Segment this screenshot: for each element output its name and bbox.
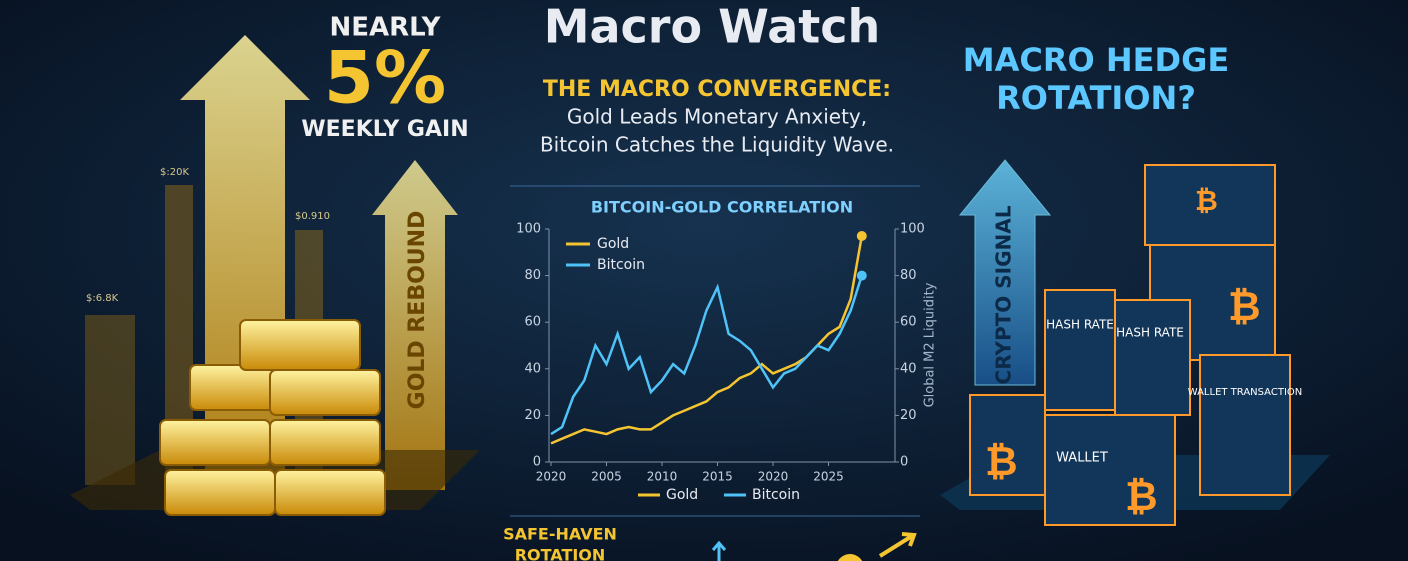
legend-label: Gold [597,236,629,252]
y2-tick-label: 0 [900,455,908,470]
footer-icons [711,532,917,561]
legend-label: Bitcoin [597,257,645,273]
price-note: $:6.8K [86,293,119,304]
right-title: ROTATION? [996,79,1196,117]
y2-tick-label: 20 [900,408,917,423]
x-tick-label: 2005 [591,470,622,484]
title: Macro Watch [544,0,881,54]
y-tick-label: 100 [516,222,541,237]
y-tick-label: 60 [524,315,541,330]
weekly-gain: WEEKLY GAIN [301,117,468,142]
y2-tick-label: 60 [900,315,917,330]
end-point [856,270,867,281]
line-series [550,275,863,436]
x-tick-label: 2010 [647,470,678,484]
y-tick-label: 20 [524,408,541,423]
kicker: THE MACRO CONVERGENCE: [543,77,891,102]
svg-text:₿: ₿ [1228,284,1261,330]
legend-label: Bitcoin [752,487,800,503]
x-tick-label: 2020 [536,470,567,484]
subtitle: Gold Leads Monetary Anxiety, [567,105,867,129]
y-tick-label: 40 [524,361,541,376]
gold-decor [70,35,480,516]
end-point [856,230,867,241]
crypto-signal: CRYPTO SIGNAL [992,205,1016,384]
svg-text:₿: ₿ [1125,474,1158,520]
right-title: MACRO HEDGE [963,41,1229,79]
y2-axis-label: Global M2 Liquidity [923,282,938,407]
big-number: 5% [324,36,446,120]
hash-rate: HASH RATE [1116,326,1184,340]
price-note: $:20K [160,167,189,178]
rotation: ROTATION [515,546,606,561]
y-tick-label: 0 [533,455,541,470]
chart: BITCOIN-GOLD CORRELATION Global M2 Liqui… [516,198,937,504]
crypto-decor: ₿ ₿ ₿ ₿ [940,159,1330,526]
price-note: $0.910 [295,211,330,222]
y2-tick-label: 80 [900,268,917,283]
gold-rebound: GOLD REBOUND [405,211,430,410]
chart-title: BITCOIN-GOLD CORRELATION [591,198,853,217]
svg-text:₿: ₿ [1195,184,1218,217]
x-tick-label: 2025 [813,470,844,484]
nearly: NEARLY [329,13,441,43]
hash-rate: HASH RATE [1046,318,1114,332]
x-tick-label: 2020 [758,470,789,484]
wallet: WALLET [1056,451,1108,466]
subtitle: Bitcoin Catches the Liquidity Wave. [540,133,894,157]
y-tick-label: 80 [524,268,541,283]
y2-tick-label: 40 [900,361,917,376]
y2-tick-label: 100 [900,222,925,237]
wallet-transaction: WALLET TRANSACTION [1188,387,1303,398]
legend-label: Gold [666,487,698,503]
rotation: SAFE-HAVEN [503,525,617,544]
x-tick-label: 2015 [702,470,733,484]
svg-text:₿: ₿ [985,439,1018,485]
